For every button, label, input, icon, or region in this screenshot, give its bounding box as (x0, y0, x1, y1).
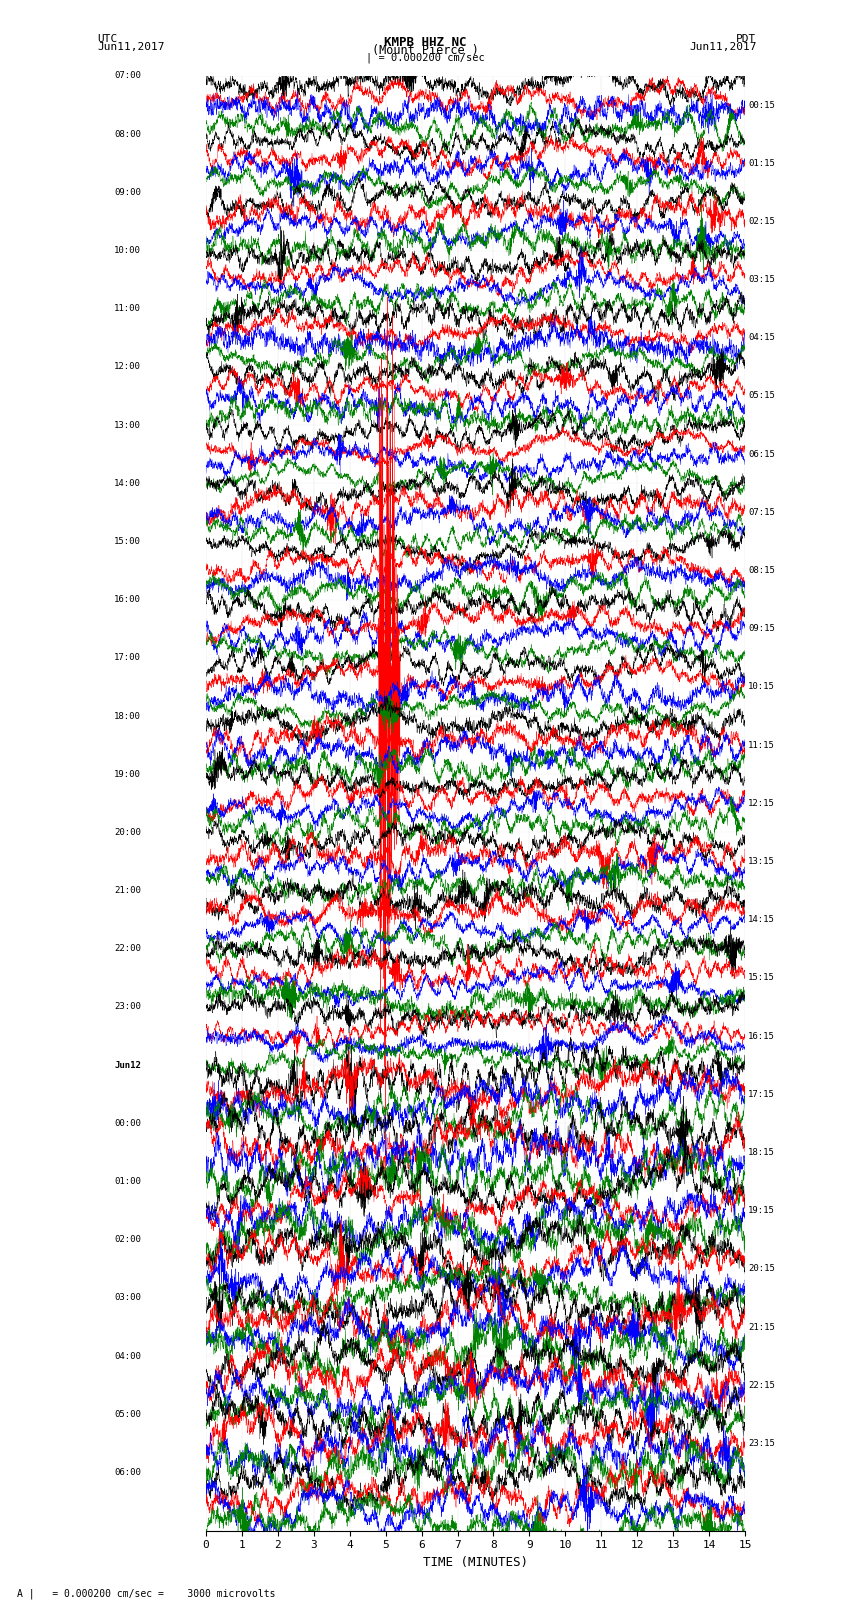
Text: 20:00: 20:00 (115, 827, 141, 837)
Text: 07:00: 07:00 (115, 71, 141, 81)
Text: 15:15: 15:15 (748, 973, 775, 982)
Text: 18:15: 18:15 (748, 1148, 775, 1157)
Text: 13:00: 13:00 (115, 421, 141, 429)
Text: 22:00: 22:00 (115, 944, 141, 953)
Text: 12:00: 12:00 (115, 363, 141, 371)
Text: 01:15: 01:15 (748, 158, 775, 168)
Text: 08:15: 08:15 (748, 566, 775, 576)
Text: 12:15: 12:15 (748, 798, 775, 808)
Text: A |   = 0.000200 cm/sec =    3000 microvolts: A | = 0.000200 cm/sec = 3000 microvolts (17, 1589, 275, 1600)
Text: 19:15: 19:15 (748, 1207, 775, 1215)
Text: 00:15: 00:15 (748, 100, 775, 110)
Text: 23:15: 23:15 (748, 1439, 775, 1448)
Text: 16:15: 16:15 (748, 1032, 775, 1040)
Text: 00:00: 00:00 (115, 1119, 141, 1127)
Text: 03:15: 03:15 (748, 276, 775, 284)
Text: 04:15: 04:15 (748, 334, 775, 342)
Text: 20:15: 20:15 (748, 1265, 775, 1273)
Text: (Mount Pierce ): (Mount Pierce ) (371, 44, 479, 58)
Text: Jun11,2017: Jun11,2017 (689, 42, 756, 52)
Text: 08:00: 08:00 (115, 129, 141, 139)
Text: 21:15: 21:15 (748, 1323, 775, 1331)
Text: Jun12: Jun12 (115, 1061, 141, 1069)
Text: 21:00: 21:00 (115, 886, 141, 895)
Text: 17:00: 17:00 (115, 653, 141, 663)
Text: 14:15: 14:15 (748, 915, 775, 924)
Text: 05:15: 05:15 (748, 392, 775, 400)
Text: 11:00: 11:00 (115, 305, 141, 313)
Text: Jun11,2017: Jun11,2017 (98, 42, 165, 52)
Text: PDT: PDT (736, 34, 756, 44)
Text: 11:15: 11:15 (748, 740, 775, 750)
Text: 17:15: 17:15 (748, 1090, 775, 1098)
Text: 13:15: 13:15 (748, 857, 775, 866)
Text: 10:15: 10:15 (748, 682, 775, 692)
Text: 23:00: 23:00 (115, 1003, 141, 1011)
Text: 09:15: 09:15 (748, 624, 775, 634)
Text: 15:00: 15:00 (115, 537, 141, 545)
Text: UTC: UTC (98, 34, 118, 44)
Text: 01:00: 01:00 (115, 1177, 141, 1186)
Text: 10:00: 10:00 (115, 247, 141, 255)
Text: 09:00: 09:00 (115, 187, 141, 197)
Text: 22:15: 22:15 (748, 1381, 775, 1390)
Text: 06:15: 06:15 (748, 450, 775, 458)
Text: 14:00: 14:00 (115, 479, 141, 487)
Text: 16:00: 16:00 (115, 595, 141, 605)
X-axis label: TIME (MINUTES): TIME (MINUTES) (423, 1557, 528, 1569)
Text: KMPB HHZ NC: KMPB HHZ NC (383, 37, 467, 50)
Text: 04:00: 04:00 (115, 1352, 141, 1361)
Text: 07:15: 07:15 (748, 508, 775, 516)
Text: | = 0.000200 cm/sec: | = 0.000200 cm/sec (366, 52, 484, 63)
Text: 02:00: 02:00 (115, 1236, 141, 1244)
Text: 19:00: 19:00 (115, 769, 141, 779)
Text: 03:00: 03:00 (115, 1294, 141, 1302)
Text: 02:15: 02:15 (748, 216, 775, 226)
Text: 05:00: 05:00 (115, 1410, 141, 1419)
Text: 18:00: 18:00 (115, 711, 141, 721)
Text: 06:00: 06:00 (115, 1468, 141, 1478)
